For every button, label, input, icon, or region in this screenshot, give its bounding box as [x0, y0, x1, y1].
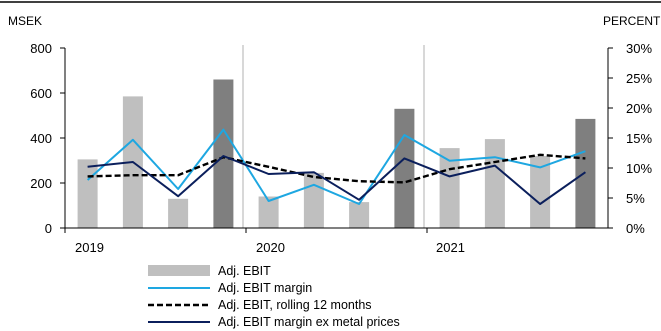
bar-5 [258, 196, 279, 228]
y-right-label: PERCENT [603, 14, 661, 28]
y-left-tick: 600 [30, 86, 52, 101]
bar-1 [77, 159, 98, 228]
bar-12 [575, 118, 596, 228]
lines-layer [86, 128, 586, 205]
bars-layer [77, 79, 596, 229]
year-dividers [242, 45, 425, 228]
x-labels: 2019 2020 2021 [75, 240, 465, 255]
legend-label-ex-metal: Adj. EBIT margin ex metal prices [218, 315, 400, 329]
y-right-tick: 20% [626, 101, 652, 116]
line-series-1 [86, 128, 586, 205]
y-left-tick: 0 [45, 221, 52, 236]
bar-8 [394, 108, 415, 229]
y-right-tick: 0% [626, 221, 645, 236]
y-right-tick: 25% [626, 71, 652, 86]
axes [60, 47, 613, 233]
legend-swatch-adj-ebit [148, 265, 210, 276]
y-right-ticks: 0% 5% 10% 15% 20% 25% 30% [626, 41, 652, 236]
bar-4 [213, 79, 234, 228]
y-left-tick: 200 [30, 176, 52, 191]
bar-10 [484, 139, 505, 228]
x-label-2019: 2019 [75, 240, 104, 255]
y-left-label: MSEK [8, 14, 42, 28]
y-left-tick: 800 [30, 41, 52, 56]
bar-11 [530, 156, 551, 228]
y-right-tick: 30% [626, 41, 652, 56]
legend-label-adj-ebit: Adj. EBIT [218, 264, 271, 278]
x-label-2021: 2021 [436, 240, 465, 255]
x-label-2020: 2020 [256, 240, 285, 255]
legend-label-rolling: Adj. EBIT, rolling 12 months [218, 298, 372, 312]
y-left-tick: 400 [30, 131, 52, 146]
y-left-ticks: 0 200 400 600 800 [30, 41, 52, 236]
y-right-tick: 10% [626, 161, 652, 176]
y-right-tick: 15% [626, 131, 652, 146]
y-right-tick: 5% [626, 191, 645, 206]
bar-7 [349, 202, 370, 228]
line-series-3 [87, 155, 586, 205]
legend-label-margin: Adj. EBIT margin [218, 281, 312, 295]
legend: Adj. EBIT Adj. EBIT margin Adj. EBIT, ro… [148, 264, 400, 329]
bar-3 [168, 198, 189, 229]
bar-6 [303, 172, 324, 228]
line-series-2 [87, 153, 586, 184]
